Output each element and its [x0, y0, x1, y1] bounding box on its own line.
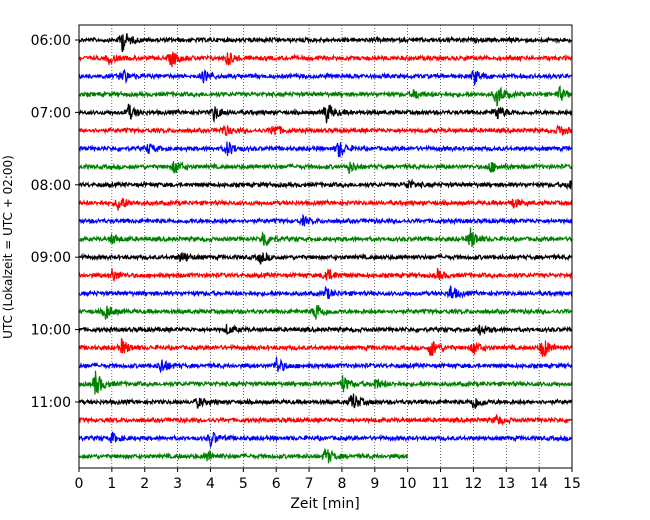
trace-line [78, 431, 573, 449]
trace-line [78, 323, 573, 336]
x-tick-label: 15 [563, 476, 581, 492]
x-tick-label: 6 [272, 476, 281, 492]
trace-line [78, 284, 573, 300]
trace-line [78, 337, 573, 357]
trace-line [78, 393, 573, 409]
y-tick-label: 06:00 [31, 33, 71, 49]
trace-line [78, 68, 573, 87]
trace-line [78, 178, 573, 191]
y-tick-label: 07:00 [31, 105, 71, 121]
trace-group [78, 33, 573, 464]
y-axis-ticks: 06:00 07:00 08:00 09:00 10:00 11:00 [31, 33, 79, 411]
y-tick-label: 08:00 [31, 178, 71, 194]
x-tick-label: 10 [399, 476, 417, 492]
x-axis-ticks: 0 1 2 3 4 5 6 7 8 9 10 11 12 13 14 15 [75, 468, 581, 492]
trace-line [78, 85, 573, 107]
x-tick-label: 14 [530, 476, 548, 492]
x-axis-label: Zeit [min] [290, 496, 359, 512]
trace-line [78, 124, 573, 136]
x-tick-label: 1 [107, 476, 116, 492]
y-tick-label: 11:00 [31, 395, 71, 411]
trace-line [78, 51, 573, 67]
x-tick-label: 11 [432, 476, 450, 492]
x-tick-label: 3 [173, 476, 182, 492]
y-tick-label: 09:00 [31, 250, 71, 266]
x-tick-label: 8 [337, 476, 346, 492]
trace-line [78, 161, 573, 175]
plot-frame [78, 24, 573, 469]
trace-line [78, 447, 409, 464]
x-tick-label: 2 [140, 476, 149, 492]
x-tick-label: 9 [370, 476, 379, 492]
trace-line [78, 267, 573, 283]
y-tick-label: 10:00 [31, 323, 71, 339]
trace-line [78, 197, 573, 211]
x-tick-label: 5 [239, 476, 248, 492]
x-tick-label: 12 [464, 476, 482, 492]
x-tick-label: 7 [305, 476, 314, 492]
trace-line [78, 103, 573, 124]
trace-line [78, 251, 573, 265]
x-tick-label: 0 [75, 476, 84, 492]
trace-line [78, 141, 573, 158]
trace-line [78, 356, 573, 374]
x-tick-label: 4 [206, 476, 215, 492]
y-axis-label: UTC (Lokalzeit = UTC + 02:00) [1, 155, 15, 339]
trace-line [78, 370, 573, 395]
x-tick-label: 13 [497, 476, 515, 492]
trace-line [78, 304, 573, 320]
trace-line [78, 33, 573, 53]
trace-line [78, 213, 573, 227]
trace-line [78, 413, 573, 426]
grid-lines [111, 25, 540, 468]
trace-line [78, 227, 573, 248]
